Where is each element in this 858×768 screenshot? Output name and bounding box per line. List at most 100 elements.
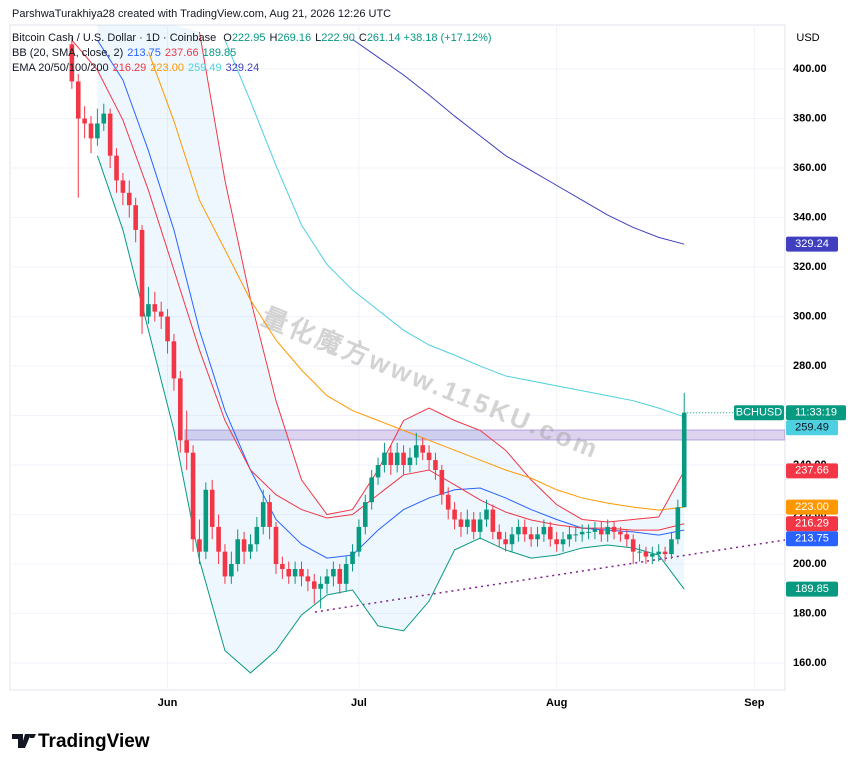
zone-rectangle — [184, 429, 785, 441]
y-tick-label: 320.00 — [793, 261, 827, 273]
candle-body — [267, 502, 272, 527]
candle-body — [471, 519, 477, 532]
value-tag-label: 329.24 — [795, 238, 829, 250]
value-tag-label: 259.49 — [795, 422, 829, 434]
candle-body — [107, 113, 113, 156]
axis-unit: USD — [796, 32, 819, 44]
candle-body — [203, 489, 209, 552]
candle-body — [675, 507, 681, 540]
candle-body — [280, 564, 285, 569]
candle-body — [184, 440, 189, 453]
candle-body — [350, 551, 355, 565]
candle-body — [547, 526, 553, 540]
price-tag — [786, 405, 846, 421]
candle-body — [126, 192, 132, 206]
candle-body — [458, 519, 464, 527]
y-tick-label: 300.00 — [793, 310, 827, 322]
candle-body — [69, 44, 75, 82]
legend-value: 259.49 — [187, 62, 222, 74]
candle-body — [229, 564, 234, 577]
value-tag — [786, 581, 838, 597]
candle-body — [465, 519, 470, 527]
candle-body — [401, 452, 406, 466]
candle-body — [343, 564, 349, 584]
ohlc-value: 269.16 — [277, 32, 312, 44]
ohlc-letter: C — [358, 32, 367, 44]
candle-body — [503, 539, 508, 545]
candle-body — [592, 529, 598, 532]
candle-body — [598, 529, 604, 535]
value-tag — [786, 499, 838, 515]
logo-icon — [12, 734, 36, 748]
symbol-line: Bitcoin Cash / U.S. Dollar · 1D · Coinba… — [12, 32, 217, 44]
indicator-line — [224, 39, 685, 418]
candle-body — [618, 531, 623, 535]
candle-body — [75, 81, 81, 119]
candle-body — [420, 445, 425, 453]
ema-title: EMA 20/50/100/200 — [12, 62, 109, 74]
candle-body — [426, 452, 432, 461]
candle-body — [337, 568, 343, 584]
candle-body — [484, 509, 489, 520]
candle-body — [88, 123, 94, 139]
candle-body — [573, 534, 579, 536]
indicator-line — [352, 38, 685, 245]
candle-body — [120, 180, 126, 193]
candle-body — [656, 551, 662, 555]
candle-body — [669, 539, 674, 555]
candle-body — [388, 452, 394, 466]
candle-body — [630, 539, 636, 552]
candle-body — [356, 526, 362, 552]
value-tag — [786, 420, 838, 436]
legend-value: 216.29 — [112, 62, 147, 74]
candle-body — [477, 519, 483, 532]
x-tick-label: Sep — [744, 697, 764, 709]
candle-body — [222, 551, 228, 577]
candle-body — [133, 205, 138, 230]
candle-body — [375, 465, 381, 478]
y-tick-label: 360.00 — [793, 162, 827, 174]
candle-body — [637, 551, 642, 553]
candle-body — [439, 469, 445, 495]
x-tick-label: Jun — [158, 697, 178, 709]
candle-body — [496, 531, 502, 540]
candle-body — [331, 568, 336, 577]
candle-body — [516, 526, 521, 535]
candle-body — [305, 576, 311, 582]
candle-body — [624, 534, 630, 540]
candle-body — [445, 494, 451, 510]
candle-body — [579, 531, 585, 535]
ohlc: O222.95 H269.16 L222.90 C261.14 — [219, 32, 400, 44]
ohlc-value: 261.14 — [366, 32, 401, 44]
candle-body — [560, 539, 566, 545]
countdown: 11:33:19 — [795, 407, 837, 419]
candle-body — [394, 452, 400, 466]
candle-body — [95, 123, 100, 139]
candle-body — [248, 544, 253, 552]
candle-body — [139, 229, 145, 317]
candle-body — [369, 477, 374, 503]
candle-body — [522, 526, 528, 535]
value-tag-label: 189.85 — [795, 583, 829, 595]
candle-body — [171, 341, 177, 379]
credit: ParshwaTurakhiya28 created with TradingV… — [12, 8, 392, 20]
indicator-line — [198, 31, 685, 523]
ohlc-value: 222.90 — [321, 32, 355, 44]
candle-body — [324, 576, 330, 584]
candle-body — [382, 452, 387, 466]
symbol-label: BCHUSD — [736, 407, 783, 419]
y-tick-label: 380.00 — [793, 112, 827, 124]
candle-body — [605, 526, 610, 535]
bb-title: BB (20, SMA, close, 2) — [12, 47, 124, 59]
candle-body — [190, 452, 196, 540]
ohlc-letter: L — [315, 32, 322, 44]
candle-body — [101, 113, 107, 124]
candle-body — [611, 526, 617, 532]
candle-body — [216, 526, 221, 552]
value-tag-label: 213.75 — [795, 533, 829, 545]
value-tag — [786, 531, 838, 547]
value-tag — [786, 463, 838, 479]
candle-body — [509, 534, 515, 545]
bb-legend: BB (20, SMA, close, 2) 213.75 237.66 189.85 — [12, 47, 236, 59]
candle-body — [299, 568, 304, 577]
